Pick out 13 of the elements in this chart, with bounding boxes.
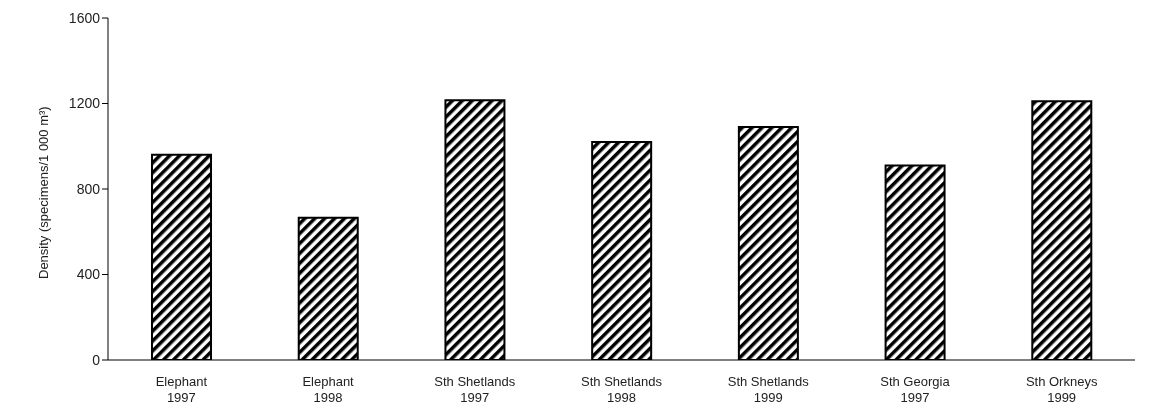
x-tick-label: Sth Georgia 1997 [880, 374, 951, 405]
x-tick-label: Elephant 1998 [302, 374, 355, 405]
y-tick-label: 1600 [68, 9, 101, 26]
x-tick-label: Sth Shetlands 1997 [434, 374, 516, 405]
x-tick-label: Elephant 1997 [155, 374, 208, 405]
x-tick-label: Sth Orkneys 1999 [1025, 374, 1098, 405]
y-axis-title: Density (specimens/1 000 m³) [35, 106, 51, 279]
y-tick-label: 800 [76, 180, 101, 197]
x-tick-label: Sth Shetlands 1999 [727, 374, 810, 405]
y-tick-label: 0 [92, 351, 101, 368]
y-tick-label: 400 [76, 266, 101, 283]
y-tick-label: 1200 [68, 95, 101, 112]
x-tick-label: Sth Shetlands 1998 [581, 374, 663, 405]
